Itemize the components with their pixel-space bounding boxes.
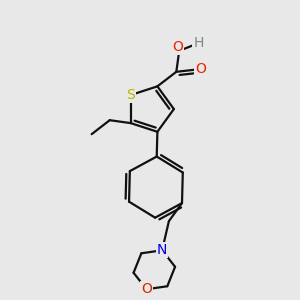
Text: S: S: [126, 88, 135, 102]
Text: O: O: [141, 282, 152, 296]
Text: H: H: [194, 36, 204, 50]
Text: N: N: [157, 243, 167, 257]
Text: O: O: [195, 62, 206, 76]
Text: O: O: [172, 40, 183, 54]
